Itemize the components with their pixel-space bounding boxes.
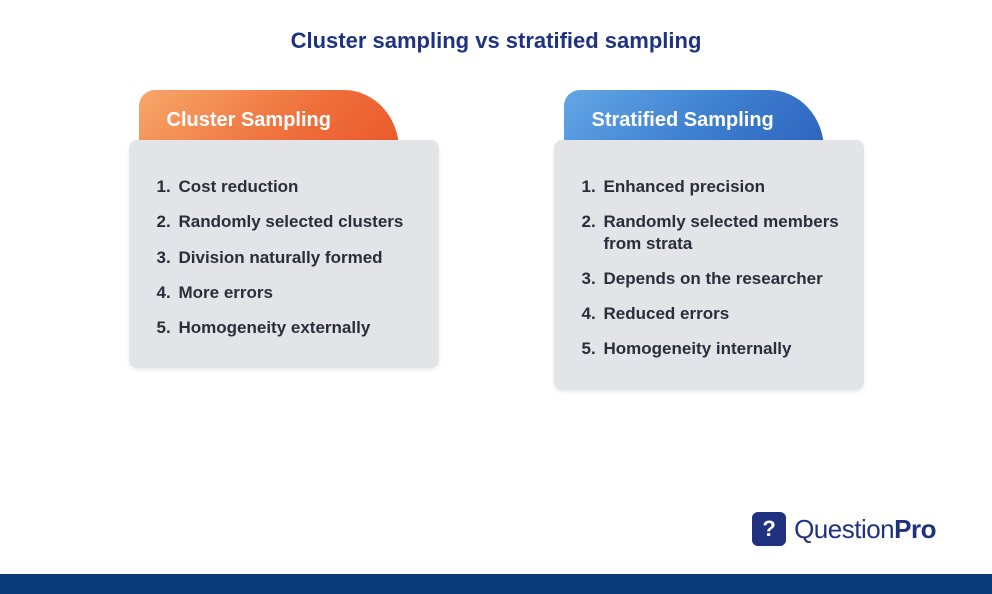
logo-wordmark: QuestionPro — [794, 514, 936, 545]
list-item: 5.Homogeneity externally — [157, 317, 419, 338]
list-item: 5.Homogeneity internally — [582, 338, 844, 359]
list-item: 4.More errors — [157, 282, 419, 303]
list-item: 3.Division naturally formed — [157, 247, 419, 268]
list-item-number: 3. — [582, 268, 604, 289]
list-item: 2.Randomly selected members from strata — [582, 211, 844, 254]
logo-mark-glyph: ? — [752, 512, 786, 546]
list-item-text: More errors — [179, 282, 419, 303]
list-item: 2.Randomly selected clusters — [157, 211, 419, 232]
card-body: 1.Cost reduction2.Randomly selected clus… — [129, 140, 439, 368]
logo-mark-icon: ? — [752, 512, 786, 546]
list-item-number: 4. — [157, 282, 179, 303]
list-item-text: Reduced errors — [604, 303, 844, 324]
list-item: 1.Cost reduction — [157, 176, 419, 197]
list-item-text: Homogeneity externally — [179, 317, 419, 338]
card-1: Stratified Sampling1.Enhanced precision2… — [554, 90, 864, 390]
list-item-number: 2. — [582, 211, 604, 232]
list-item-text: Randomly selected clusters — [179, 211, 419, 232]
cards-row: Cluster Sampling1.Cost reduction2.Random… — [0, 90, 992, 390]
page-title: Cluster sampling vs stratified sampling — [0, 28, 992, 54]
list-item-text: Enhanced precision — [604, 176, 844, 197]
logo-word-b: Pro — [894, 514, 936, 544]
list-item-number: 5. — [157, 317, 179, 338]
card-body: 1.Enhanced precision2.Randomly selected … — [554, 140, 864, 390]
brand-logo: ? QuestionPro — [752, 512, 936, 546]
list-item-number: 3. — [157, 247, 179, 268]
list-item-number: 1. — [157, 176, 179, 197]
list-item-text: Randomly selected members from strata — [604, 211, 844, 254]
list-item: 3.Depends on the researcher — [582, 268, 844, 289]
list-item: 4.Reduced errors — [582, 303, 844, 324]
logo-word-a: Question — [794, 514, 894, 544]
list-item-text: Division naturally formed — [179, 247, 419, 268]
list-item-number: 4. — [582, 303, 604, 324]
infographic-canvas: Cluster sampling vs stratified sampling … — [0, 0, 992, 594]
list-item-text: Depends on the researcher — [604, 268, 844, 289]
list-item-number: 1. — [582, 176, 604, 197]
card-0: Cluster Sampling1.Cost reduction2.Random… — [129, 90, 439, 390]
list-item-text: Cost reduction — [179, 176, 419, 197]
list-item-number: 5. — [582, 338, 604, 359]
footer-bar — [0, 574, 992, 594]
list-item-number: 2. — [157, 211, 179, 232]
list-item-text: Homogeneity internally — [604, 338, 844, 359]
list-item: 1.Enhanced precision — [582, 176, 844, 197]
